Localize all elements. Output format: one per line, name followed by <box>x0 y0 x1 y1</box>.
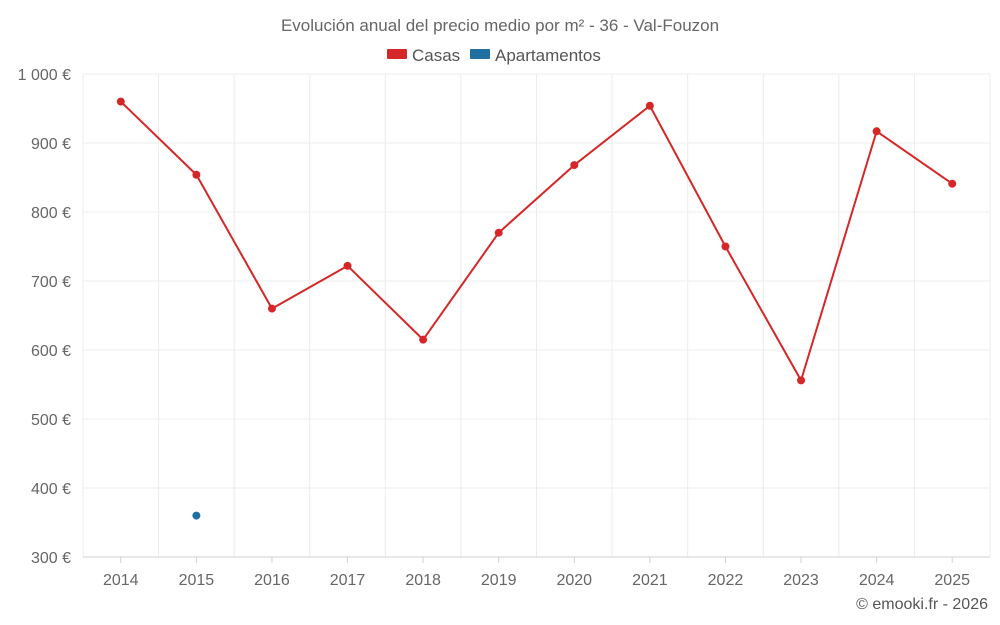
legend: Casas Apartamentos <box>387 46 601 65</box>
y-tick-label: 500 € <box>31 412 71 429</box>
grid <box>82 73 991 557</box>
x-tick-label: 2024 <box>859 572 895 589</box>
data-point-casas[interactable] <box>948 179 957 188</box>
data-point-casas[interactable] <box>797 376 806 385</box>
legend-swatch-casas <box>387 49 407 59</box>
data-point-casas[interactable] <box>570 161 579 170</box>
y-tick-label: 300 € <box>31 550 71 567</box>
y-tick-label: 800 € <box>31 205 71 222</box>
data-point-apartamentos[interactable] <box>192 511 201 520</box>
x-tick-label: 2017 <box>330 572 366 589</box>
legend-label-apartamentos: Apartamentos <box>495 46 601 65</box>
series-line-casas <box>120 100 953 382</box>
data-point-casas[interactable] <box>116 97 125 106</box>
data-point-casas[interactable] <box>872 127 881 136</box>
x-tick-label: 2020 <box>556 572 592 589</box>
series <box>116 97 957 520</box>
data-point-casas[interactable] <box>721 242 730 251</box>
y-tick-label: 900 € <box>31 136 71 153</box>
data-point-casas[interactable] <box>494 228 503 237</box>
y-tick-label: 400 € <box>31 481 71 498</box>
data-point-casas[interactable] <box>645 101 654 110</box>
data-point-casas[interactable] <box>343 261 352 270</box>
data-point-casas[interactable] <box>192 170 201 179</box>
x-tick-label: 2025 <box>934 572 970 589</box>
legend-label-casas: Casas <box>412 46 460 65</box>
data-point-casas[interactable] <box>419 335 428 344</box>
legend-item-casas[interactable]: Casas <box>387 46 460 65</box>
x-tick-label: 2022 <box>708 572 744 589</box>
legend-swatch-apartamentos <box>470 49 490 59</box>
x-tick-label: 2016 <box>254 572 290 589</box>
x-tick-label: 2019 <box>481 572 517 589</box>
axes: 300 € 400 € 500 € 600 € 700 € 800 € 900 € 1 000… <box>18 67 990 589</box>
x-tick-label: 2021 <box>632 572 668 589</box>
chart-title: Evolución anual del precio medio por m² … <box>281 16 719 35</box>
x-tick-label: 2014 <box>103 572 139 589</box>
y-tick-label: 700 € <box>31 274 71 291</box>
y-tick-label: 600 € <box>31 343 71 360</box>
data-point-casas[interactable] <box>267 304 276 313</box>
y-tick-label: 1 000 € <box>18 67 71 84</box>
x-tick-label: 2023 <box>783 572 819 589</box>
x-tick-label: 2018 <box>405 572 441 589</box>
legend-item-apartamentos[interactable]: Apartamentos <box>470 46 601 65</box>
credit-text: © emooki.fr - 2026 <box>856 596 988 613</box>
x-tick-label: 2015 <box>179 572 215 589</box>
